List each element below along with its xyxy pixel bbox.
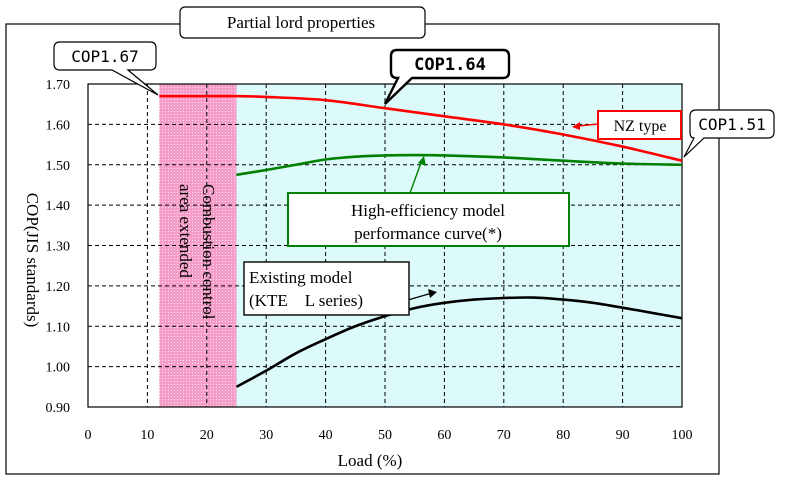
cop167-label: COP1.67 [71,47,138,66]
x-tick-label: 90 [616,428,630,443]
x-axis-label: Load (%) [338,451,403,470]
existing-model-line [235,296,683,388]
y-tick-label: 1.50 [46,159,71,174]
y-tick-label: 1.70 [46,78,71,93]
existing-legend-line2: (KTE L series) [249,291,363,310]
title-box [179,6,426,39]
high-eff-legend-line2: performance curve(*) [354,224,502,243]
x-tick-label: 70 [497,428,511,443]
x-tick-label: 80 [556,428,570,443]
combustion-control-label-line2: area extended [176,184,195,278]
cop167-callout [53,41,159,96]
y-tick-label: 0.90 [46,401,71,416]
y-tick-label: 1.40 [46,199,71,214]
cop151-label: COP1.51 [698,115,765,134]
nz-type-legend-label: NZ type [614,118,667,135]
x-tick-label: 30 [259,428,273,443]
plot-border [87,83,683,408]
high-eff-pointer [409,159,423,194]
high-eff-legend-box [287,192,570,247]
existing-pointer [407,292,433,301]
y-tick-label: 1.20 [46,280,71,295]
x-tick-label: 60 [437,428,451,443]
y-tick-label: 1.30 [46,240,71,255]
x-tick-label: 40 [319,428,333,443]
x-tick-label: 0 [85,428,92,443]
nz-type-pointer [577,123,599,127]
x-tick-label: 20 [200,428,214,443]
existing-legend-box [243,261,410,316]
high-eff-legend-line1: High-efficiency model [351,201,505,220]
y-tick-label: 1.60 [46,118,71,133]
nz-type-legend-box [597,110,682,140]
cop151-callout [683,109,775,158]
series-group [159,94,683,388]
high-efficiency-line [236,153,683,177]
x-axis: 0 10 20 30 40 50 60 70 80 90 100 [85,428,693,443]
nz-type-line [159,94,683,162]
existing-arrowhead [428,289,437,298]
nz-type-arrowhead [572,122,580,130]
chart-title: Partial lord properties [227,13,375,32]
y-axis-label: COP(JIS standards) [23,193,42,328]
x-tick-label: 50 [378,428,392,443]
existing-legend-line1: Existing model [249,268,353,287]
high-eff-arrowhead [418,156,426,166]
x-tick-label: 10 [140,428,154,443]
y-tick-label: 1.10 [46,320,71,335]
x-tick-label: 100 [672,428,693,443]
cop164-label: COP1.64 [414,55,486,75]
combustion-control-label-line1: Combustion control [199,184,218,320]
y-tick-label: 1.00 [46,361,71,376]
cop164-callout [383,48,511,105]
y-axis: 0.90 1.00 1.10 1.20 1.30 1.40 1.50 1.60 1.70 [46,78,71,416]
